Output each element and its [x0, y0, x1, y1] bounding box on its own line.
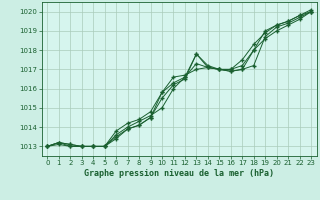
X-axis label: Graphe pression niveau de la mer (hPa): Graphe pression niveau de la mer (hPa) — [84, 169, 274, 178]
